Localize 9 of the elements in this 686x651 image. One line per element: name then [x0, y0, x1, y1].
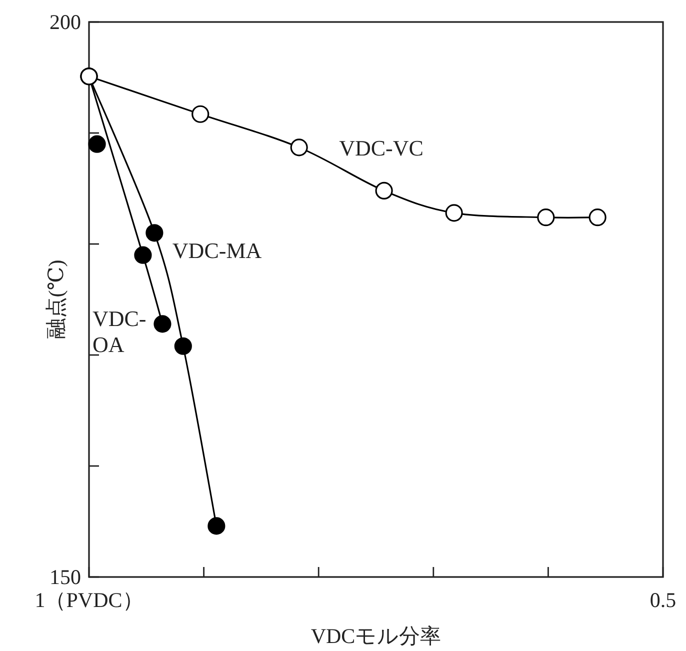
x-axis-title: VDCモル分率: [310, 624, 442, 648]
series-label: VDC-OA: [92, 306, 146, 357]
y-tick-label: 150: [50, 565, 81, 589]
series-label: VDC-MA: [172, 238, 262, 263]
x-tick-label: 0.5: [650, 588, 676, 612]
y-axis-title: 融点(℃): [44, 260, 68, 340]
y-tick-label: 200: [50, 10, 81, 34]
series-label: VDC-VC: [339, 135, 424, 160]
x-tick-label: 1（PVDC）: [34, 588, 144, 612]
